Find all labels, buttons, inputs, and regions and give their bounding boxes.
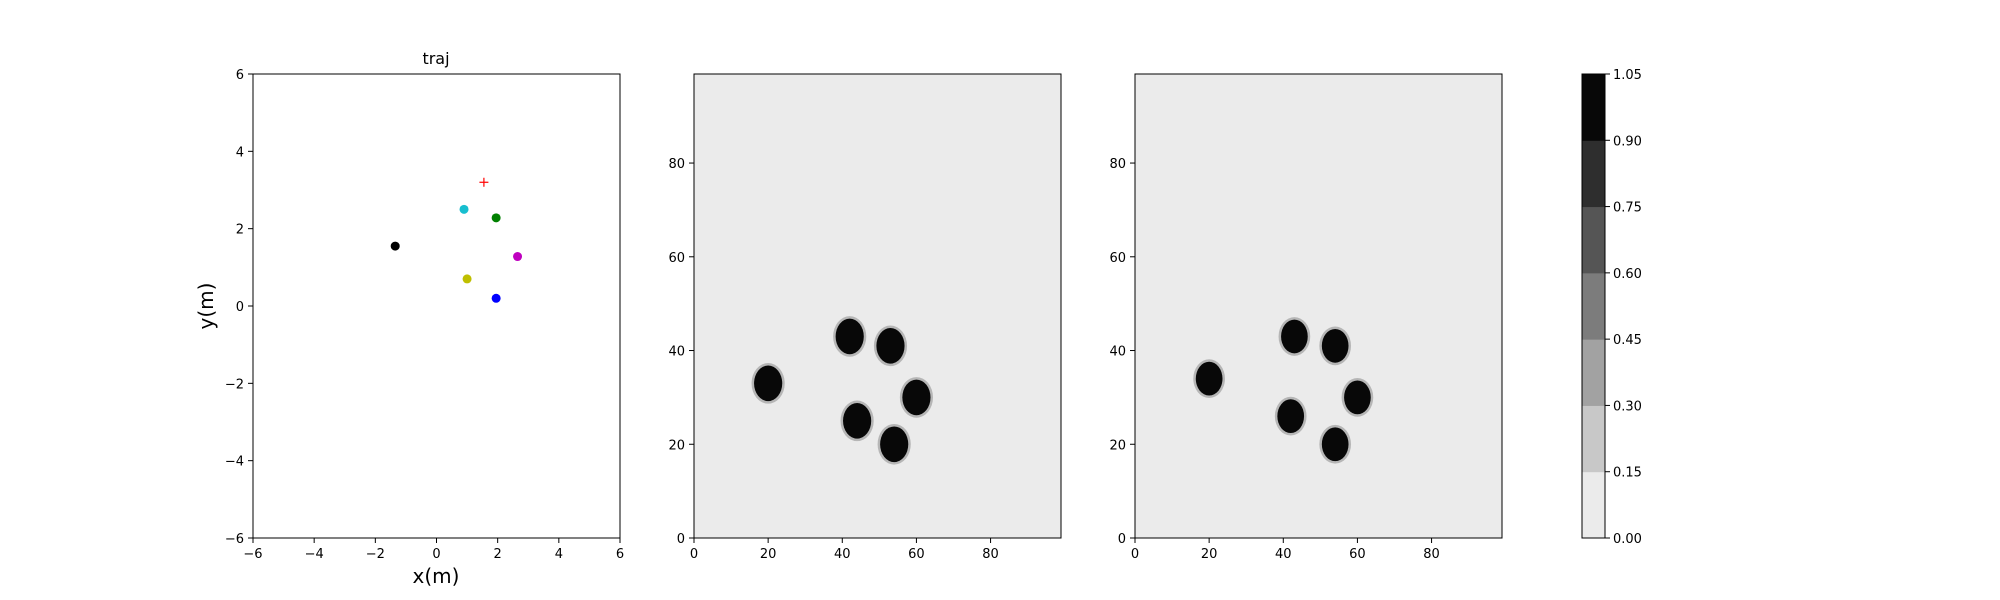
goal-marker (479, 177, 489, 187)
colorbar-tick-label: 0.45 (1613, 333, 1642, 348)
colorbar-band (1582, 206, 1605, 274)
agent-point (491, 293, 501, 303)
x-tick-label: 0 (432, 547, 440, 562)
x-tick-label: 20 (1201, 547, 1218, 562)
occupied-blob (1319, 326, 1352, 366)
colorbar-band (1582, 272, 1605, 340)
y-tick-label: 0 (677, 532, 685, 547)
y-tick-label: 0 (1118, 532, 1126, 547)
x-tick-label: 0 (690, 547, 698, 562)
y-tick-label: 60 (1109, 251, 1126, 266)
occupancy-map-2-frame (1134, 73, 1503, 539)
occupied-blob (1341, 378, 1374, 417)
x-tick-label: 2 (494, 547, 502, 562)
occupancy-map-1-frame (693, 73, 1062, 539)
colorbar-tick-label: 0.75 (1613, 201, 1642, 216)
occupancy-map-1-y-ticks: 0 20 40 60 80 (668, 157, 694, 547)
x-tick-label: −6 (243, 547, 262, 562)
occupied-blob (899, 377, 934, 418)
trajectory-plot-frame (252, 73, 621, 539)
occupancy-map-2-background (1135, 74, 1502, 538)
y-tick-label: 4 (236, 145, 244, 160)
agent-point (462, 274, 472, 284)
agent-point (459, 204, 469, 214)
x-tick-label: 0 (1131, 547, 1139, 562)
x-tick-label: 6 (616, 547, 624, 562)
x-tick-label: 80 (1423, 547, 1440, 562)
colorbar-tick-label: 0.30 (1613, 399, 1642, 414)
occupancy-map-2-x-ticks: 0 20 40 60 80 (1131, 538, 1440, 562)
trajectory-markers (390, 177, 523, 303)
y-tick-label: 2 (236, 223, 244, 238)
colorbar-tick-label: 0.60 (1613, 267, 1642, 282)
trajectory-x-ticks: −6 −4 −2 0 2 4 6 (243, 538, 624, 562)
trajectory-y-label: y(m) (194, 283, 218, 330)
y-tick-label: 0 (236, 300, 244, 315)
occupancy-map-2: 0 20 40 60 80 0 20 40 60 80 (1109, 73, 1503, 562)
x-tick-label: −4 (305, 547, 324, 562)
occupied-blob (1274, 396, 1307, 436)
occupancy-map-1-blobs (751, 316, 934, 465)
x-tick-label: 80 (982, 547, 999, 562)
y-tick-label: −4 (225, 455, 244, 470)
occupied-blob (1319, 424, 1352, 464)
y-tick-label: 20 (1109, 438, 1126, 453)
colorbar-band (1582, 471, 1605, 539)
occupied-blob (877, 423, 911, 465)
colorbar-ticks: 0.00 0.15 0.30 0.45 0.60 0.75 0.90 1.05 (1605, 68, 1642, 547)
trajectory-x-label: x(m) (413, 564, 460, 588)
colorbar-band (1582, 140, 1605, 208)
x-tick-label: 40 (834, 547, 851, 562)
x-tick-label: −2 (366, 547, 385, 562)
colorbar-tick-label: 1.05 (1613, 68, 1642, 83)
y-tick-label: −6 (225, 532, 244, 547)
y-tick-label: 80 (668, 157, 685, 172)
x-tick-label: 60 (908, 547, 925, 562)
occupied-blob (833, 316, 867, 357)
trajectory-plot: traj −6 −4 −2 0 2 4 6 −6 −4 −2 0 2 4 6 x(m) y(m) (194, 49, 624, 588)
y-tick-label: 60 (668, 251, 685, 266)
x-tick-label: 40 (1275, 547, 1292, 562)
occupancy-map-1-background (694, 74, 1061, 538)
colorbar-frame (1581, 73, 1606, 539)
occupied-blob (840, 400, 874, 442)
agent-point (491, 213, 501, 223)
colorbar-bands (1582, 74, 1605, 539)
occupied-blob (1193, 359, 1225, 399)
colorbar: 0.00 0.15 0.30 0.45 0.60 0.75 0.90 1.05 (1581, 68, 1642, 547)
x-tick-label: 20 (760, 547, 777, 562)
occupancy-map-1-x-ticks: 0 20 40 60 80 (690, 538, 999, 562)
colorbar-band (1582, 74, 1605, 141)
colorbar-band (1582, 405, 1605, 473)
occupancy-map-1: 0 20 40 60 80 0 20 40 60 80 (668, 73, 1062, 562)
agent-point (513, 252, 523, 262)
colorbar-tick-label: 0.15 (1613, 466, 1642, 481)
y-tick-label: 80 (1109, 157, 1126, 172)
x-tick-label: 4 (555, 547, 563, 562)
occupancy-map-2-blobs (1193, 317, 1374, 464)
colorbar-tick-label: 0.00 (1613, 532, 1642, 547)
occupancy-map-2-y-ticks: 0 20 40 60 80 (1109, 157, 1135, 547)
y-tick-label: 40 (1109, 345, 1126, 360)
occupied-blob (751, 363, 785, 404)
agent-point (390, 241, 400, 251)
colorbar-tick-label: 0.90 (1613, 134, 1642, 149)
trajectory-plot-title: traj (422, 49, 449, 68)
y-tick-label: 40 (668, 345, 685, 360)
trajectory-y-ticks: −6 −4 −2 0 2 4 6 (225, 68, 253, 547)
y-tick-label: 20 (668, 438, 685, 453)
y-tick-label: −2 (225, 377, 244, 392)
x-tick-label: 60 (1349, 547, 1366, 562)
y-tick-label: 6 (236, 68, 244, 83)
occupied-blob (1278, 317, 1311, 356)
colorbar-band (1582, 339, 1605, 406)
occupied-blob (873, 325, 908, 367)
